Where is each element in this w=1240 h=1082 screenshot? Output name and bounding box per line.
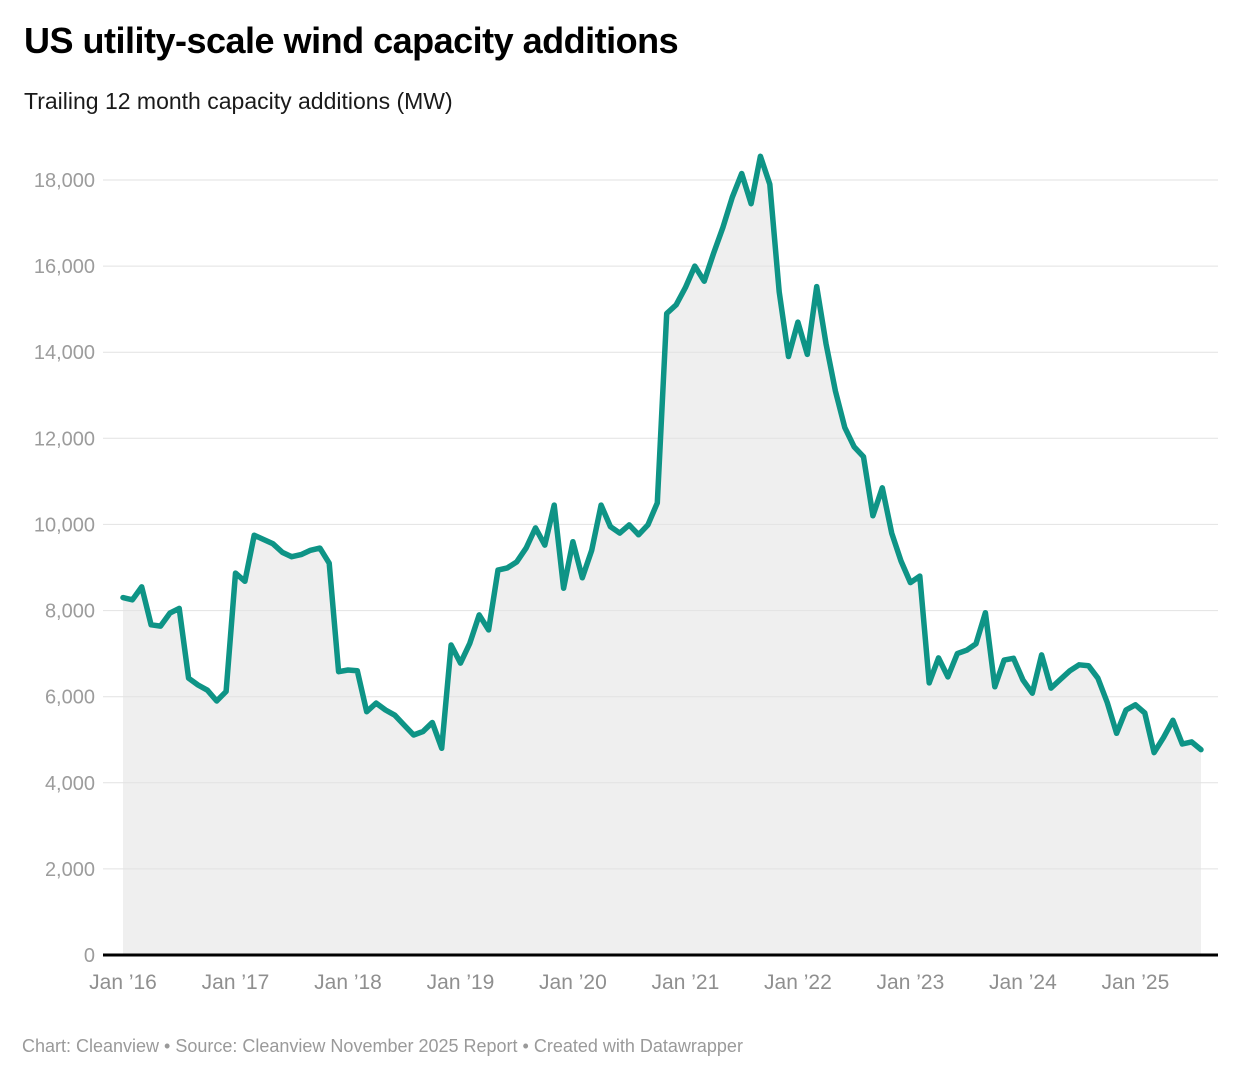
x-tick-label: Jan ’19 (427, 971, 495, 994)
chart-footer-attribution: Chart: Cleanview • Source: Cleanview Nov… (22, 1036, 743, 1056)
y-tick-label: 2,000 (45, 859, 95, 881)
y-tick-label: 18,000 (34, 170, 95, 192)
chart-subtitle: Trailing 12 month capacity additions (MW… (24, 88, 453, 114)
y-tick-label: 14,000 (34, 342, 95, 364)
y-tick-label: 4,000 (45, 773, 95, 795)
x-tick-label: Jan ’18 (314, 971, 382, 994)
y-tick-label: 8,000 (45, 601, 95, 623)
x-tick-label: Jan ’21 (652, 971, 720, 994)
y-tick-label: 6,000 (45, 687, 95, 709)
x-tick-label: Jan ’16 (89, 971, 157, 994)
area-fill (123, 156, 1201, 956)
x-tick-label: Jan ’20 (539, 971, 607, 994)
x-tick-label: Jan ’25 (1102, 971, 1170, 994)
data-line (120, 153, 1204, 756)
y-tick-label: 12,000 (34, 428, 95, 450)
x-tick-label: Jan ’23 (877, 971, 945, 994)
x-tick-label: Jan ’22 (764, 971, 832, 994)
x-tick-label: Jan ’17 (202, 971, 270, 994)
y-tick-label: 10,000 (34, 514, 95, 536)
x-tick-label: Jan ’24 (989, 971, 1057, 994)
y-tick-label: 0 (84, 945, 95, 967)
chart-title: US utility-scale wind capacity additions (24, 20, 679, 61)
y-tick-label: 16,000 (34, 256, 95, 278)
